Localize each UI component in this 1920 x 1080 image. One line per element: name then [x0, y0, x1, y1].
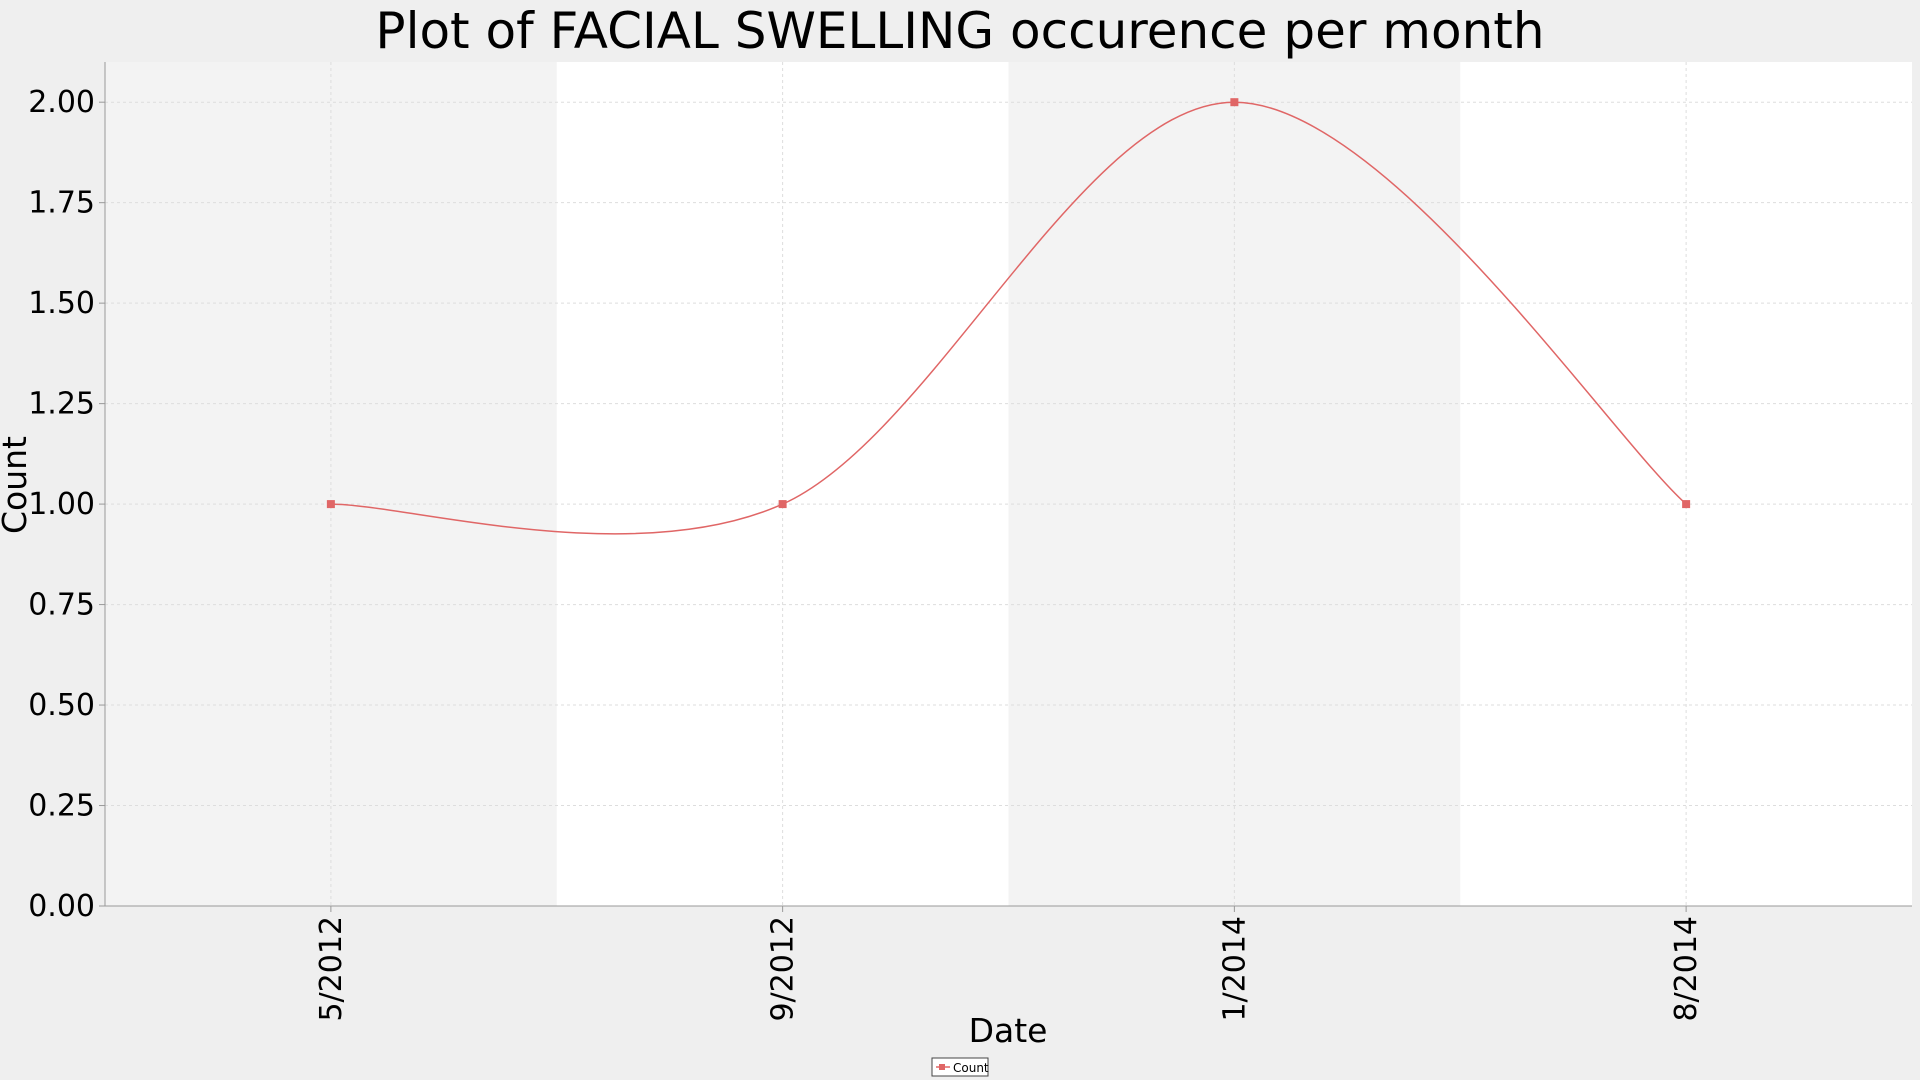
data-point-9-2012: [778, 500, 787, 509]
chart-title: Plot of FACIAL SWELLING occurence per mo…: [375, 2, 1544, 60]
plot-background: [105, 62, 1912, 906]
y-axis-ticks: 0.00 0.25 0.50 0.75 1.00 1.25 1.50 1.75 2.00: [28, 85, 105, 924]
y-tick-label-3: 0.75: [28, 588, 95, 623]
data-point-5-2012: [326, 500, 335, 509]
legend-label-count: Count: [953, 1061, 989, 1075]
x-tick-label-1: 9/2012: [766, 916, 801, 1022]
series-markers: [326, 98, 1691, 509]
y-tick-label-7: 1.75: [28, 186, 95, 221]
x-tick-label-0: 5/2012: [314, 916, 349, 1022]
x-axis-ticks: 5/2012 9/2012 1/2014 8/2014: [314, 906, 1704, 1022]
y-tick-label-1: 0.25: [28, 789, 95, 824]
y-axis-title: Count: [0, 436, 34, 534]
data-point-1-2014: [1230, 98, 1239, 107]
y-tick-label-4: 1.00: [28, 487, 95, 522]
series-line-count: [330, 101, 1687, 535]
y-tick-label-0: 0.00: [28, 889, 95, 924]
y-tick-label-2: 0.50: [28, 688, 95, 723]
legend-box: [931, 1057, 989, 1077]
x-tick-label-3: 8/2014: [1669, 916, 1704, 1022]
legend-marker-swatch: [939, 1064, 945, 1070]
y-tick-label-8: 2.00: [28, 85, 95, 120]
x-axis-title: Date: [969, 1011, 1048, 1050]
legend: Count: [931, 1057, 989, 1077]
data-point-8-2014: [1682, 500, 1691, 509]
y-tick-label-5: 1.25: [28, 387, 95, 422]
y-tick-label-6: 1.50: [28, 286, 95, 321]
x-tick-label-2: 1/2014: [1217, 916, 1252, 1022]
